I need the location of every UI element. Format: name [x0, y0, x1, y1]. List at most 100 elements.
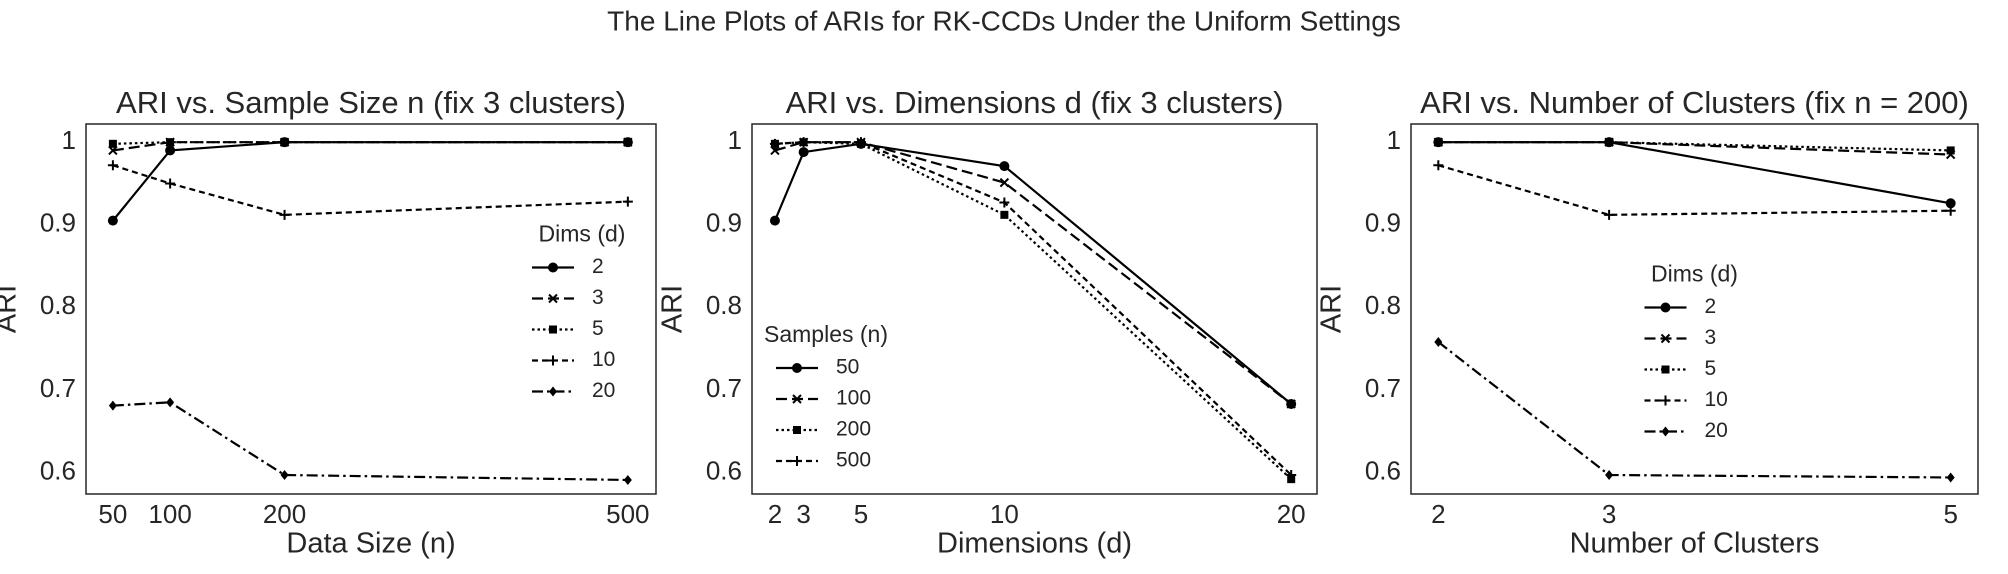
marker	[1945, 205, 1956, 216]
y-tick-label: 0.7	[40, 373, 76, 403]
legend-title: Samples (n)	[764, 321, 888, 347]
x-tick-label: 2	[1431, 499, 1445, 529]
legend-label: 5	[1705, 357, 1717, 380]
y-tick-label: 0.8	[706, 290, 742, 320]
marker	[1286, 470, 1297, 481]
legend-label: 2	[1705, 295, 1717, 318]
legend-label: 200	[836, 418, 871, 441]
marker	[769, 215, 780, 226]
marker	[1286, 399, 1296, 409]
y-tick-label: 0.9	[40, 208, 76, 238]
x-tick-label: 200	[263, 499, 306, 529]
x-tick-label: 3	[1602, 499, 1616, 529]
marker	[279, 209, 290, 220]
y-tick-label: 1	[62, 125, 76, 155]
marker	[999, 177, 1010, 188]
marker	[166, 138, 175, 147]
marker	[769, 138, 780, 149]
legend-marker	[792, 363, 802, 373]
y-tick-label: 0.6	[1365, 455, 1401, 485]
marker	[1946, 146, 1955, 155]
data-line	[112, 401, 628, 482]
x-tick-label: 50	[98, 499, 127, 529]
marker	[798, 147, 809, 158]
marker	[108, 139, 117, 148]
legend-marker	[1660, 302, 1671, 313]
marker	[999, 161, 1010, 172]
y-tick-label: 0.7	[706, 373, 742, 403]
y-tick-label: 0.6	[40, 455, 76, 485]
data-line	[1437, 341, 1951, 479]
marker	[1433, 160, 1444, 171]
x-axis-label: Data Size (n)	[286, 528, 455, 560]
x-axis-label: Dimensions (d)	[937, 528, 1132, 560]
data-line	[112, 164, 628, 216]
x-tick-label: 3	[796, 499, 810, 529]
data-line	[774, 141, 1292, 480]
marker	[166, 397, 175, 408]
y-tick-label: 0.6	[706, 455, 742, 485]
y-tick-label: 0.8	[1365, 290, 1401, 320]
marker	[1434, 138, 1443, 147]
legend-label: 50	[836, 356, 859, 379]
x-axis-label: Number of Clusters	[1570, 528, 1820, 560]
x-tick-label: 100	[148, 499, 191, 529]
data-line	[112, 141, 628, 145]
marker	[1434, 337, 1443, 348]
marker	[107, 160, 118, 171]
legend-marker	[1661, 426, 1670, 437]
plot-frame	[751, 123, 1318, 495]
marker	[623, 138, 632, 147]
marker	[280, 138, 289, 147]
marker	[623, 474, 632, 485]
data-line	[112, 141, 628, 222]
y-tick-label: 0.7	[1365, 373, 1401, 403]
plot-title: ARI vs. Dimensions d (fix 3 clusters)	[786, 85, 1284, 120]
marker	[107, 215, 118, 226]
data-line	[774, 141, 1292, 476]
marker	[1946, 472, 1955, 483]
x-tick-label: 5	[854, 499, 868, 529]
marker	[999, 197, 1010, 208]
plot-title: ARI vs. Sample Size n (fix 3 clusters)	[116, 85, 626, 120]
legend-label: 3	[592, 286, 604, 309]
legend-marker	[792, 394, 802, 404]
x-tick-label: 2	[768, 499, 782, 529]
marker	[280, 470, 289, 481]
legend-label: 500	[836, 449, 871, 472]
plot-title: ARI vs. Number of Clusters (fix n = 200)	[1420, 85, 1969, 120]
x-tick-label: 5	[1943, 499, 1957, 529]
marker	[165, 145, 176, 156]
legend-marker	[549, 386, 557, 397]
marker	[1604, 209, 1615, 220]
marker	[1605, 138, 1614, 147]
legend-marker	[1661, 365, 1670, 374]
legend-label: 5	[592, 317, 604, 340]
y-axis-label: ARI	[657, 285, 689, 333]
legend-marker	[548, 293, 558, 304]
marker	[798, 137, 809, 148]
legend-label: 3	[1705, 326, 1717, 349]
legend-label: 20	[592, 379, 615, 402]
data-line	[1438, 164, 1951, 216]
y-tick-label: 0.9	[1365, 208, 1401, 238]
legend-title: Dims (d)	[539, 221, 626, 247]
legend-label: 10	[592, 348, 615, 371]
legend-label: 20	[1705, 419, 1728, 442]
y-axis-label: ARI	[0, 285, 23, 333]
y-tick-label: 0.9	[706, 208, 742, 238]
legend-label: 100	[836, 387, 871, 410]
y-tick-label: 1	[1387, 125, 1401, 155]
marker	[108, 400, 117, 411]
marker	[855, 137, 866, 148]
legend-marker	[793, 426, 801, 434]
legend-title: Dims (d)	[1651, 261, 1738, 287]
marker	[622, 196, 633, 207]
y-axis-label: ARI	[1316, 285, 1348, 333]
legend-marker	[548, 355, 558, 366]
marker	[1000, 210, 1009, 219]
plot-frame	[85, 123, 657, 495]
x-tick-label: 500	[606, 499, 649, 529]
marker	[1605, 470, 1614, 481]
